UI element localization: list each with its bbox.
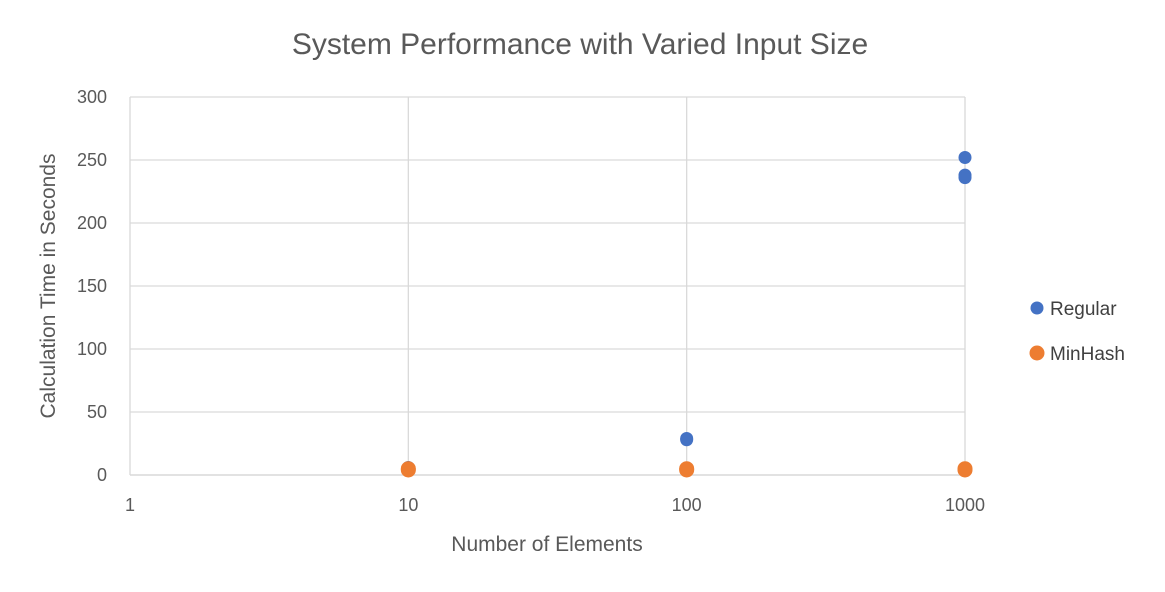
tick-labels: 0 50 100 150 200 250 300 1 10 100 1000 — [77, 87, 985, 515]
x-tick-label-1000: 1000 — [945, 495, 985, 515]
point-minhash-1 — [400, 461, 416, 477]
legend-label-minhash: MinHash — [1050, 344, 1125, 365]
x-tick-label-1: 1 — [125, 495, 135, 515]
y-tick-label-250: 250 — [77, 150, 107, 170]
y-tick-label-200: 200 — [77, 213, 107, 233]
point-regular-6 — [958, 171, 972, 185]
point-minhash-3 — [679, 461, 695, 477]
axes — [129, 97, 965, 476]
legend-marker-minhash — [1029, 345, 1045, 361]
point-regular-3 — [680, 433, 694, 447]
data-points — [400, 150, 973, 478]
y-tick-label-300: 300 — [77, 87, 107, 107]
point-regular-4 — [958, 150, 972, 164]
y-tick-label-100: 100 — [77, 339, 107, 359]
gridlines — [130, 96, 966, 475]
y-tick-label-50: 50 — [87, 402, 107, 422]
legend: Regular MinHash — [1029, 299, 1125, 365]
x-axis-title: Number of Elements — [451, 533, 642, 556]
legend-label-regular: Regular — [1050, 299, 1117, 320]
y-axis-title: Calculation Time in Seconds — [37, 154, 60, 419]
x-tick-label-10: 10 — [398, 495, 418, 515]
point-minhash-5 — [957, 461, 973, 477]
y-tick-label-0: 0 — [97, 465, 107, 485]
y-tick-label-150: 150 — [77, 276, 107, 296]
chart-title: System Performance with Varied Input Siz… — [292, 28, 868, 61]
legend-marker-regular — [1030, 301, 1044, 315]
x-tick-label-100: 100 — [672, 495, 702, 515]
